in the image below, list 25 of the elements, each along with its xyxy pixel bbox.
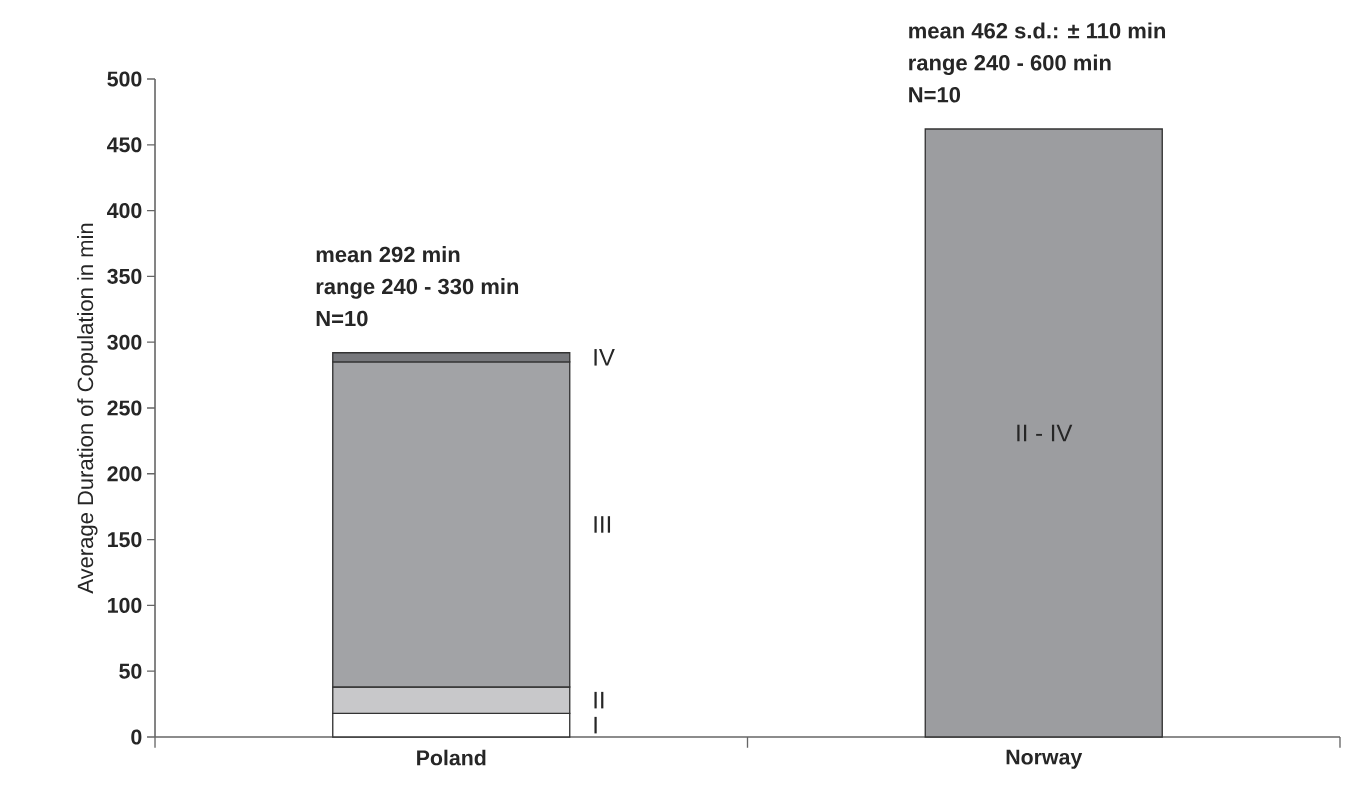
- y-tick-label: 400: [107, 203, 142, 219]
- y-axis-title: Average Duration of Copulation in min: [77, 223, 98, 594]
- annotation: N=10: [909, 86, 961, 103]
- text: mean 462 s.d.: ± 110 min: [909, 22, 1166, 39]
- annotation: N=10: [316, 310, 368, 327]
- x-tick-label: Norway: [1006, 749, 1083, 769]
- y-tick-label: 450: [107, 137, 142, 153]
- annotation: range 240 - 330 min: [316, 278, 519, 299]
- y-tick-label: 100: [108, 597, 142, 613]
- series-label: II - IV: [1017, 424, 1073, 442]
- y-tick-label: 300: [107, 334, 142, 350]
- annotation: mean 292 min: [316, 246, 460, 263]
- y-tick-label: 200: [107, 466, 142, 482]
- y-tick-label: 250: [107, 400, 142, 416]
- series-label: IV: [594, 349, 615, 366]
- y-tick-label: 150: [108, 532, 142, 548]
- series-label: II: [594, 691, 604, 709]
- text: range 240 - 600 min: [909, 54, 1111, 75]
- y-tick-label: 50: [119, 663, 142, 679]
- series-label: III: [594, 516, 611, 533]
- x-tick-label: Poland: [417, 749, 486, 766]
- y-tick-label: 0: [131, 729, 142, 745]
- series-label: I: [594, 716, 597, 734]
- y-tick-label: 500: [107, 71, 142, 87]
- y-tick-label: 350: [107, 268, 142, 284]
